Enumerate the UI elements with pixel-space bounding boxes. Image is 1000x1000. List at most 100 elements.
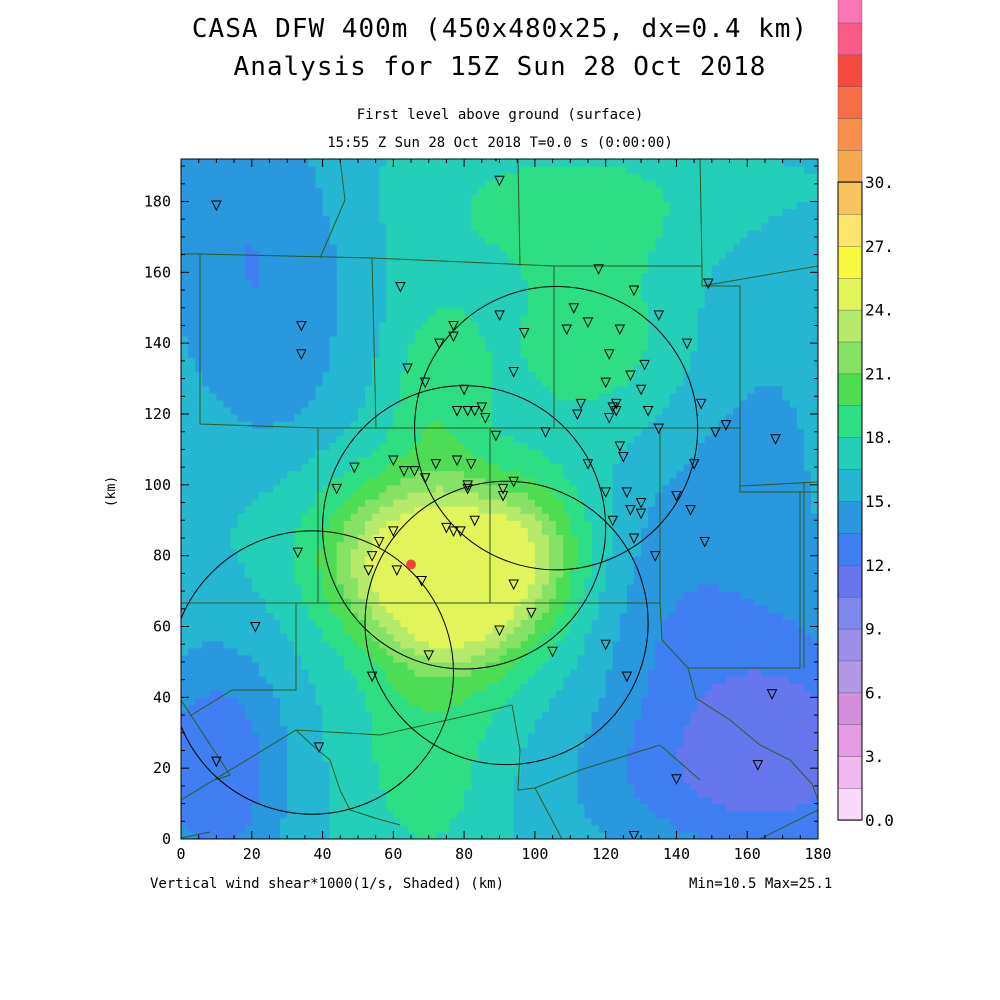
- field-cell: [393, 810, 402, 819]
- field-cell: [372, 350, 380, 358]
- field-cell: [407, 364, 416, 373]
- field-cell: [428, 484, 437, 493]
- field-cell: [322, 222, 331, 231]
- field-cell: [357, 159, 366, 167]
- field-cell: [258, 258, 267, 266]
- field-cell: [379, 690, 387, 698]
- field-cell: [322, 208, 331, 217]
- field-cell: [244, 364, 253, 373]
- field-cell: [485, 159, 494, 167]
- field-cell: [181, 754, 189, 762]
- field-cell: [315, 180, 324, 188]
- field-cell: [386, 761, 394, 769]
- field-cell: [442, 442, 451, 451]
- field-cell: [400, 201, 409, 210]
- field-cell: [541, 569, 550, 578]
- field-cell: [541, 194, 550, 203]
- field-cell: [237, 711, 246, 720]
- field-cell: [195, 336, 203, 344]
- field-cell: [386, 718, 394, 727]
- field-cell: [350, 222, 359, 231]
- field-cell: [209, 499, 217, 507]
- field-cell: [393, 187, 402, 196]
- field-cell: [541, 782, 550, 791]
- field-cell: [329, 307, 338, 316]
- field-cell: [244, 258, 253, 266]
- field-cell: [202, 385, 210, 394]
- field-cell: [280, 569, 288, 578]
- field-cell: [400, 746, 409, 755]
- field-cell: [492, 612, 501, 621]
- field-cell: [209, 456, 217, 465]
- field-cell: [237, 569, 246, 578]
- field-cell: [258, 506, 267, 514]
- field-cell: [442, 244, 451, 252]
- field-cell: [414, 194, 423, 203]
- field-cell: [329, 754, 338, 762]
- field-cell: [336, 704, 345, 713]
- field-cell: [336, 754, 345, 762]
- field-cell: [202, 619, 210, 628]
- field-cell: [421, 222, 430, 231]
- field-cell: [520, 661, 529, 670]
- field-cell: [499, 392, 508, 401]
- field-cell: [287, 548, 295, 557]
- field-cell: [258, 371, 267, 380]
- field-cell: [365, 286, 373, 295]
- field-cell: [541, 612, 550, 621]
- field-cell: [485, 669, 494, 677]
- field-cell: [499, 739, 508, 748]
- field-cell: [216, 208, 225, 217]
- field-cell: [273, 676, 281, 684]
- field-cell: [534, 166, 543, 174]
- field-cell: [265, 633, 274, 642]
- field-cell: [195, 824, 203, 833]
- field-cell: [421, 385, 430, 394]
- field-cell: [357, 541, 366, 550]
- field-cell: [428, 711, 437, 720]
- field-cell: [223, 314, 232, 323]
- field-cell: [372, 605, 380, 613]
- field-cell: [188, 272, 196, 281]
- field-cell: [421, 343, 430, 351]
- field-cell: [258, 775, 267, 783]
- field-cell: [442, 534, 451, 543]
- field-cell: [435, 208, 444, 217]
- field-cell: [492, 576, 501, 585]
- field-cell: [534, 343, 543, 351]
- field-cell: [492, 166, 501, 174]
- field-cell: [471, 633, 479, 642]
- field-cell: [280, 499, 288, 507]
- field-cell: [343, 739, 352, 748]
- field-cell: [464, 761, 472, 769]
- field-cell: [258, 541, 267, 550]
- field-cell: [471, 477, 479, 486]
- field-cell: [273, 392, 281, 401]
- field-cell: [421, 491, 430, 500]
- field-cell: [329, 711, 338, 720]
- field-cell: [442, 215, 451, 224]
- field-cell: [195, 817, 203, 826]
- field-cell: [499, 222, 508, 231]
- field-cell: [527, 293, 536, 302]
- field-cell: [336, 718, 345, 727]
- field-cell: [244, 350, 253, 358]
- field-cell: [435, 258, 444, 266]
- field-cell: [209, 676, 217, 684]
- field-cell: [492, 562, 501, 571]
- field-cell: [464, 669, 472, 677]
- field-cell: [308, 300, 317, 309]
- field-cell: [499, 406, 508, 415]
- field-cell: [308, 831, 317, 839]
- field-cell: [315, 258, 324, 266]
- field-cell: [464, 640, 472, 649]
- field-cell: [273, 711, 281, 720]
- field-cell: [435, 215, 444, 224]
- field-cell: [520, 789, 529, 798]
- field-cell: [527, 336, 536, 344]
- field-cell: [188, 371, 196, 380]
- field-cell: [478, 180, 486, 188]
- field-cell: [365, 803, 373, 812]
- field-cell: [414, 527, 423, 536]
- field-cell: [329, 435, 338, 443]
